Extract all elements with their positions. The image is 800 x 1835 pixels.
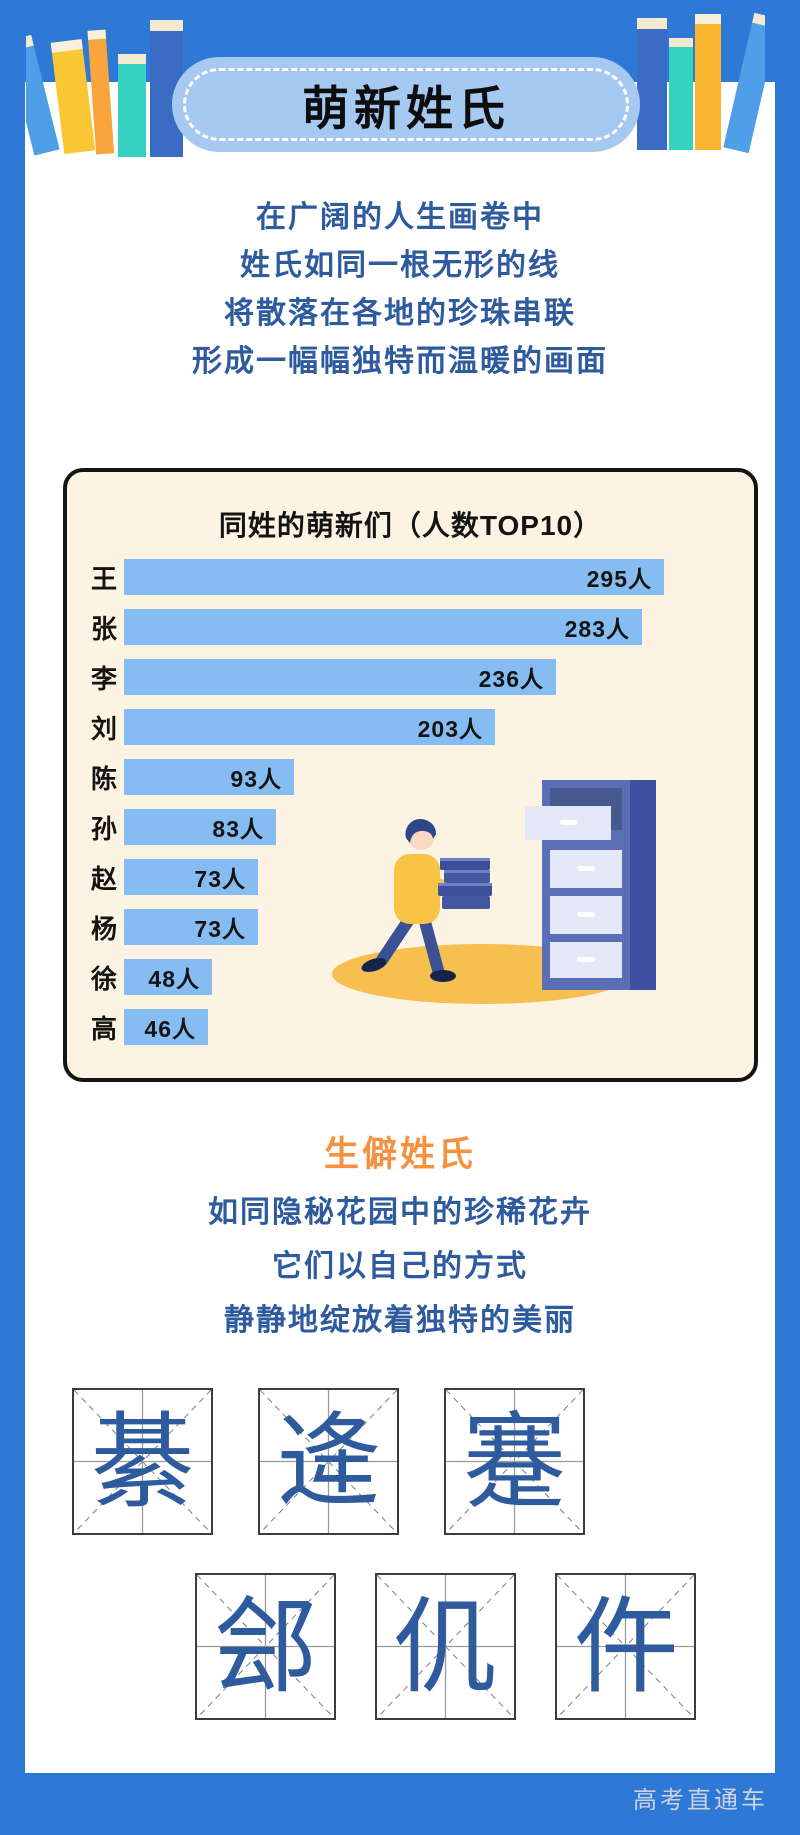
character-grid-box: 蹇 xyxy=(444,1388,585,1535)
bar-row: 高 46人 xyxy=(84,1002,740,1052)
bar-track: 93人 xyxy=(124,759,740,795)
top10-surnames-chart-card: 同姓的萌新们（人数TOP10） 王 295人张 283人李 236人刘 203人陈 93人… xyxy=(63,468,758,1082)
bar-track: 73人 xyxy=(124,859,740,895)
intro-line: 将散落在各地的珍珠串联 xyxy=(224,297,576,330)
rare-surname-character: 仉 xyxy=(393,1585,498,1708)
intro-line: 姓氏如同一根无形的线 xyxy=(240,249,560,282)
bar: 203人 xyxy=(124,709,495,745)
bar-category-label: 李 xyxy=(90,663,117,694)
bar-category-label: 徐 xyxy=(90,963,117,994)
intro-line: 在广阔的人生画卷中 xyxy=(256,201,544,234)
intro-line: 形成一幅幅独特而温暖的画面 xyxy=(192,345,608,378)
bar-row: 徐 48人 xyxy=(84,952,740,1002)
rare-line: 它们以自己的方式 xyxy=(272,1250,528,1283)
walking-person-icon xyxy=(361,818,492,982)
character-grid-box: 仉 xyxy=(375,1573,516,1720)
bar: 295人 xyxy=(124,559,664,595)
rare-surname-character: 逄 xyxy=(276,1400,381,1523)
bar-category-label: 杨 xyxy=(90,913,117,944)
rare-surname-row-2: 郐仉仵 xyxy=(195,1573,696,1720)
rare-surnames-text: 如同隐秘花园中的珍稀花卉 它们以自己的方式 静静地绽放着独特的美丽 xyxy=(0,1186,800,1348)
bar-row: 赵 73人 xyxy=(84,852,740,902)
dashed-border xyxy=(183,68,629,141)
rare-surname-character: 仵 xyxy=(573,1585,678,1708)
watermark: 高考直通车 xyxy=(633,1787,768,1814)
chart-title: 同姓的萌新们（人数TOP10） xyxy=(218,510,603,541)
bar-row: 陈 93人 xyxy=(84,752,740,802)
books-stack-right-icon xyxy=(637,12,765,154)
bar-category-label: 陈 xyxy=(90,763,117,794)
rare-surname-row-1: 綦逄蹇 xyxy=(72,1388,585,1535)
person-filing-illustration xyxy=(332,780,656,1004)
rare-surname-character: 綦 xyxy=(90,1400,195,1523)
file-cabinet-icon xyxy=(525,780,656,990)
rare-line: 静静地绽放着独特的美丽 xyxy=(224,1304,576,1337)
character-grid-box: 綦 xyxy=(72,1388,213,1535)
character-grid-box: 仵 xyxy=(555,1573,696,1720)
rare-surnames-heading: 生僻姓氏 xyxy=(323,1135,476,1174)
bar-row: 刘 203人 xyxy=(84,702,740,752)
bar: 93人 xyxy=(124,759,294,795)
character-grid-box: 郐 xyxy=(195,1573,336,1720)
bar-row: 孙 83人 xyxy=(84,802,740,852)
bar-track: 83人 xyxy=(124,809,740,845)
bar-track: 48人 xyxy=(124,959,740,995)
bar: 73人 xyxy=(124,909,258,945)
bar-category-label: 孙 xyxy=(90,813,117,844)
bar-category-label: 刘 xyxy=(90,713,117,744)
bar-category-label: 王 xyxy=(90,563,117,594)
bar-category-label: 张 xyxy=(90,613,117,644)
bar-row: 王 295人 xyxy=(84,552,740,602)
bar: 48人 xyxy=(124,959,212,995)
bar-track: 73人 xyxy=(124,909,740,945)
page-title: 萌新姓氏 xyxy=(302,82,510,135)
rare-surname-character: 蹇 xyxy=(462,1400,567,1523)
page-title-badge: 萌新姓氏 xyxy=(172,57,640,152)
bar-row: 李 236人 xyxy=(84,652,740,702)
bar-track: 203人 xyxy=(124,709,740,745)
bar: 73人 xyxy=(124,859,258,895)
intro-text: 在广阔的人生画卷中 姓氏如同一根无形的线 将散落在各地的珍珠串联 形成一幅幅独特… xyxy=(0,194,800,386)
bar-track: 283人 xyxy=(124,609,740,645)
bar-row: 杨 73人 xyxy=(84,902,740,952)
rare-surname-character: 郐 xyxy=(213,1585,318,1708)
rare-line: 如同隐秘花园中的珍稀花卉 xyxy=(208,1196,592,1229)
bar-row: 张 283人 xyxy=(84,602,740,652)
bar-category-label: 赵 xyxy=(90,863,117,894)
bar-track: 295人 xyxy=(124,559,740,595)
bar: 283人 xyxy=(124,609,642,645)
bar-category-label: 高 xyxy=(90,1013,117,1044)
books-stack-left-icon xyxy=(26,20,183,157)
bar-track: 236人 xyxy=(124,659,740,695)
character-grid-box: 逄 xyxy=(258,1388,399,1535)
books-carried xyxy=(438,858,492,909)
bar-rows: 王 295人张 283人李 236人刘 203人陈 93人孙 83人赵 73人杨 73人徐 48人… xyxy=(84,552,740,1052)
bar: 236人 xyxy=(124,659,556,695)
bar: 83人 xyxy=(124,809,276,845)
bar: 46人 xyxy=(124,1009,208,1045)
bar-track: 46人 xyxy=(124,1009,740,1045)
